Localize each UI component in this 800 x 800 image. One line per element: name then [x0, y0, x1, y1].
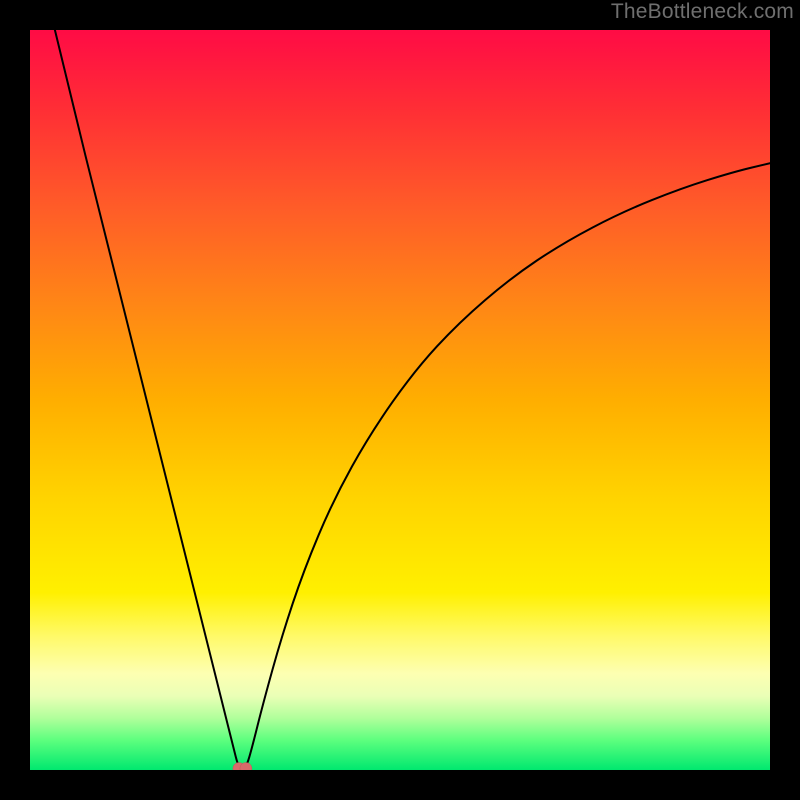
watermark-text: TheBottleneck.com	[611, 0, 794, 24]
min-marker	[233, 763, 252, 770]
chart-svg	[30, 30, 770, 770]
outer-frame: TheBottleneck.com	[0, 0, 800, 800]
gradient-background	[30, 30, 770, 770]
plot-area	[30, 30, 770, 770]
